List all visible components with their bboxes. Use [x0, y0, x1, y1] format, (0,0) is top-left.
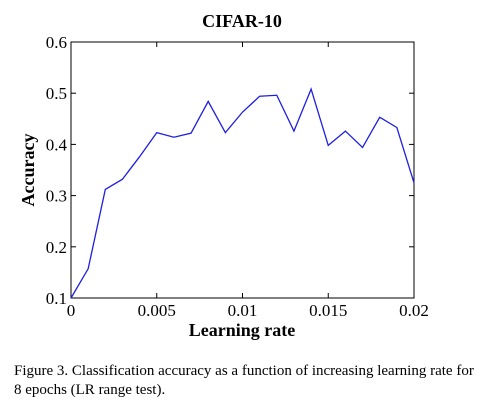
- y-tick-label: 0.2: [46, 238, 67, 257]
- y-axis-label: Accuracy: [18, 134, 38, 207]
- y-tick-label: 0.3: [46, 187, 67, 206]
- plot-frame: [70, 41, 415, 299]
- x-tick-label: 0.02: [399, 301, 429, 320]
- series-layer: [70, 87, 415, 299]
- y-tick-label: 0.5: [46, 84, 67, 103]
- y-tick-label: 0.4: [46, 135, 68, 154]
- chart-title: CIFAR-10: [202, 11, 282, 31]
- x-tick-label: 0.005: [138, 301, 176, 320]
- y-tick-label: 0.6: [46, 33, 67, 52]
- x-tick-label: 0.015: [309, 301, 347, 320]
- y-tick-label: 0.1: [46, 289, 67, 308]
- x-tick-label: 0: [67, 301, 76, 320]
- axis-ticks: [70, 41, 415, 299]
- line-chart: CIFAR-10 0 0.005 0.01 0.015 0.02 0.1 0.2 0.3 0.4…: [18, 11, 429, 340]
- series-line: [70, 87, 415, 299]
- figure-caption: Figure 3. Classification accuracy as a f…: [14, 363, 474, 398]
- x-axis-label: Learning rate: [189, 320, 295, 340]
- x-tick-label: 0.01: [228, 301, 258, 320]
- axis-tick-labels: 0 0.005 0.01 0.015 0.02 0.1 0.2 0.3 0.4 0.5 0.6: [46, 33, 429, 320]
